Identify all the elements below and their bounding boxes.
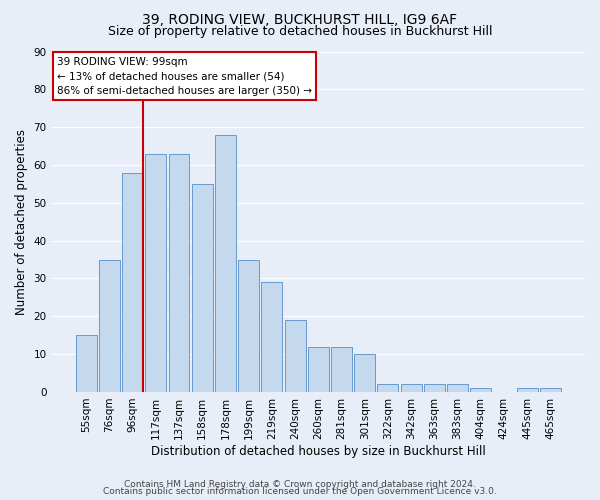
Bar xyxy=(122,172,143,392)
Y-axis label: Number of detached properties: Number of detached properties xyxy=(15,128,28,314)
Bar xyxy=(331,346,352,392)
Bar xyxy=(262,282,283,392)
Bar xyxy=(99,260,120,392)
Bar xyxy=(401,384,422,392)
Bar xyxy=(192,184,212,392)
Bar xyxy=(377,384,398,392)
Text: 39, RODING VIEW, BUCKHURST HILL, IG9 6AF: 39, RODING VIEW, BUCKHURST HILL, IG9 6AF xyxy=(142,12,458,26)
Bar xyxy=(447,384,468,392)
Text: Size of property relative to detached houses in Buckhurst Hill: Size of property relative to detached ho… xyxy=(108,25,492,38)
Bar xyxy=(76,335,97,392)
Text: Contains HM Land Registry data © Crown copyright and database right 2024.: Contains HM Land Registry data © Crown c… xyxy=(124,480,476,489)
Bar xyxy=(354,354,375,392)
Bar xyxy=(169,154,190,392)
Bar xyxy=(517,388,538,392)
Bar xyxy=(215,134,236,392)
Bar xyxy=(470,388,491,392)
Text: Contains public sector information licensed under the Open Government Licence v3: Contains public sector information licen… xyxy=(103,487,497,496)
X-axis label: Distribution of detached houses by size in Buckhurst Hill: Distribution of detached houses by size … xyxy=(151,444,485,458)
Bar xyxy=(238,260,259,392)
Bar xyxy=(308,346,329,392)
Bar xyxy=(424,384,445,392)
Text: 39 RODING VIEW: 99sqm
← 13% of detached houses are smaller (54)
86% of semi-deta: 39 RODING VIEW: 99sqm ← 13% of detached … xyxy=(57,56,312,96)
Bar xyxy=(145,154,166,392)
Bar xyxy=(284,320,305,392)
Bar xyxy=(540,388,561,392)
